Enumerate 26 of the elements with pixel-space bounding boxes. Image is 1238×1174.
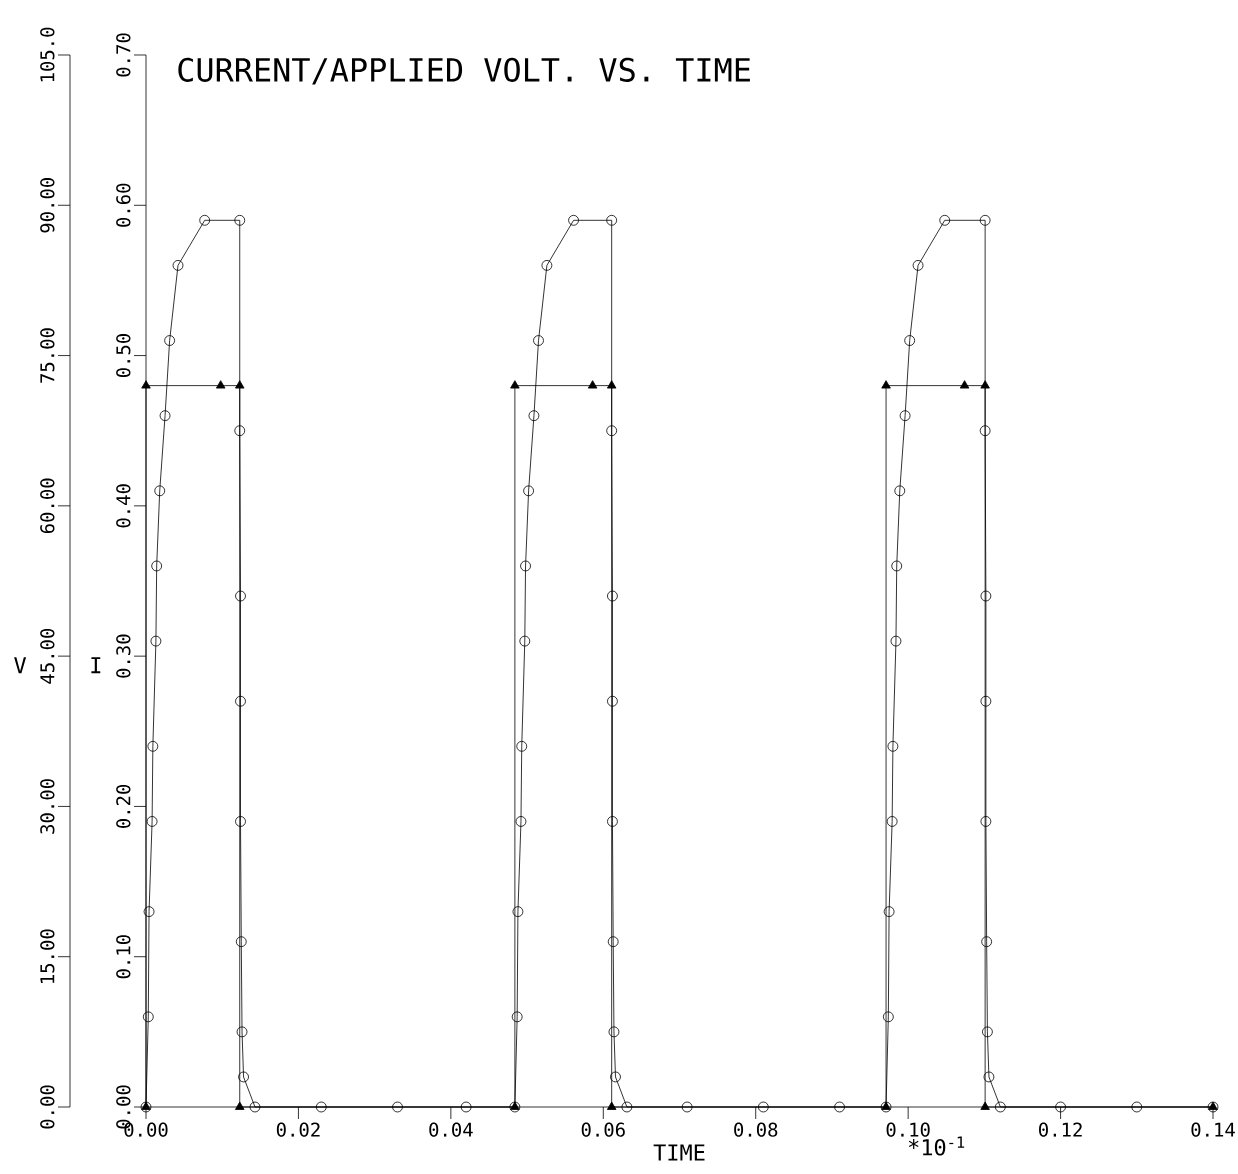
x-tick-label: 0.04 [429,1122,473,1137]
y2-tick-label: 15.00 [40,929,55,983]
y-tick-label: 0.30 [116,634,131,678]
x-tick-label: 0.08 [734,1122,778,1137]
y-tick-label: 0.70 [116,33,131,77]
y-tick-label: 0.20 [116,784,131,828]
y2-tick-label: 105.0 [40,27,55,82]
x-tick-label: 0.14 [1191,1122,1235,1137]
y2-tick-label: 30.00 [40,779,55,834]
y-tick-label: 0.60 [116,183,131,227]
y2-tick-label: 45.00 [40,628,55,684]
x-tick-label: 0.06 [581,1122,625,1137]
text: *10$^{-1}$ [908,1136,965,1156]
y2-tick-label: 60.00 [40,478,55,534]
y-tick-label: 0.40 [116,484,131,528]
x-tick-label: 0.10 [886,1122,930,1137]
y2-axis-title: V [14,657,27,674]
y-tick-label: 0.10 [116,935,131,979]
x-axis-title: TIME [653,1144,705,1161]
y2-tick-label: 75.00 [40,328,55,383]
y-axis-title: I [91,657,101,674]
chart-title: CURRENT/APPLIED VOLT. VS. TIME [178,57,750,85]
y-tick-label: 0.50 [116,334,131,378]
y2-tick-label: 90.00 [40,178,55,233]
x-tick-label: 0.02 [276,1122,320,1137]
x-tick-label: 0.12 [1039,1122,1082,1137]
